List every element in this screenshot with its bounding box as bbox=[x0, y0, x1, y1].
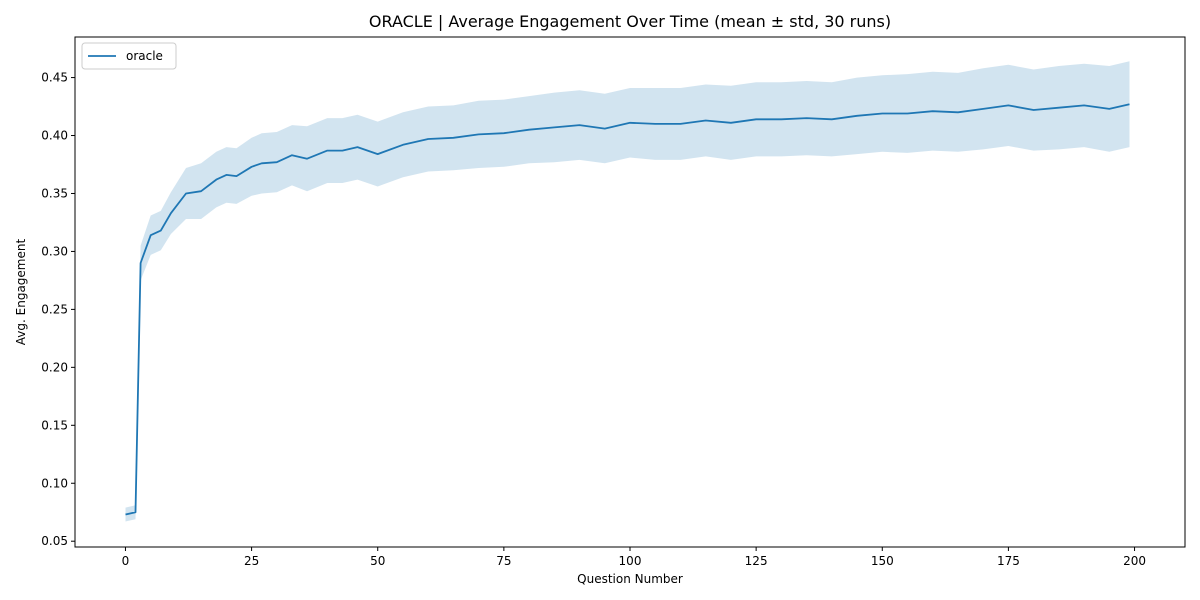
x-tick-label: 100 bbox=[619, 554, 642, 568]
x-axis-label: Question Number bbox=[577, 572, 683, 586]
y-tick-label: 0.30 bbox=[41, 244, 68, 258]
std-band-oracle bbox=[125, 61, 1130, 522]
y-tick-label: 0.20 bbox=[41, 360, 68, 374]
x-tick-label: 150 bbox=[871, 554, 894, 568]
chart-title: ORACLE | Average Engagement Over Time (m… bbox=[369, 12, 891, 31]
x-tick-label: 200 bbox=[1123, 554, 1146, 568]
y-tick-label: 0.10 bbox=[41, 476, 68, 490]
y-tick-label: 0.15 bbox=[41, 418, 68, 432]
y-tick-label: 0.40 bbox=[41, 129, 68, 143]
x-tick-label: 125 bbox=[745, 554, 768, 568]
plot-area bbox=[125, 61, 1130, 522]
legend: oracle bbox=[81, 42, 177, 70]
std-band-layer bbox=[125, 61, 1130, 522]
y-tick-label: 0.35 bbox=[41, 186, 68, 200]
legend-box bbox=[81, 42, 177, 70]
x-tick-label: 50 bbox=[370, 554, 385, 568]
x-tick-label: 0 bbox=[122, 554, 130, 568]
x-axis-ticks: 0 25 50 75 100 125 150 175 200 bbox=[122, 547, 1146, 568]
x-tick-label: 25 bbox=[244, 554, 259, 568]
mean-line-layer bbox=[125, 103, 1130, 516]
x-tick-label: 75 bbox=[496, 554, 511, 568]
legend-label-oracle: oracle bbox=[126, 49, 163, 63]
x-tick-label: 175 bbox=[997, 554, 1020, 568]
y-tick-label: 0.45 bbox=[41, 71, 68, 85]
y-tick-label: 0.25 bbox=[41, 302, 68, 316]
y-axis-label: Avg. Engagement bbox=[14, 239, 28, 346]
mean-line-oracle bbox=[125, 103, 1130, 516]
y-axis-ticks: 0.05 0.10 0.15 0.20 0.25 0.30 0.35 0.40 0.45 bbox=[41, 71, 75, 548]
y-tick-label: 0.05 bbox=[41, 534, 68, 548]
